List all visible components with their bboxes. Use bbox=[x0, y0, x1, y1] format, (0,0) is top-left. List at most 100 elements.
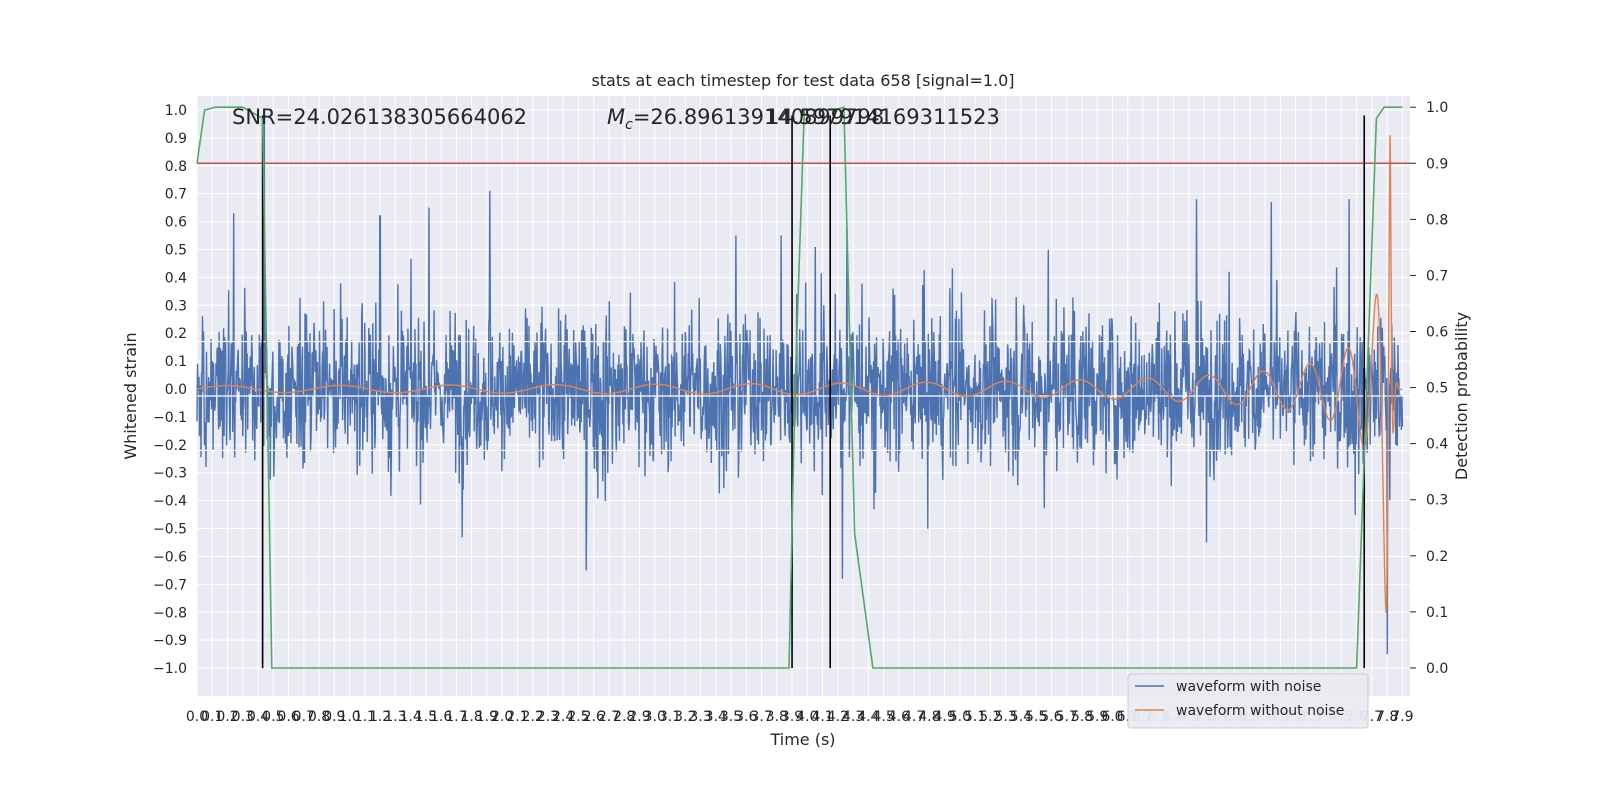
y-tick-label: 0.3 bbox=[165, 298, 187, 314]
y-tick-label: −0.1 bbox=[153, 410, 187, 426]
x-tick-label: 3.1 bbox=[659, 709, 681, 725]
mc-subscript: c bbox=[625, 117, 633, 133]
x-tick-label: 0.0 bbox=[186, 709, 208, 725]
x-tick-label: 0.9 bbox=[323, 709, 345, 725]
y2-axis-label: Detection probability bbox=[1452, 312, 1471, 480]
y-tick-label: −0.6 bbox=[153, 549, 187, 565]
y-tick-label: −1.0 bbox=[153, 661, 187, 677]
x-tick-label: 7.9 bbox=[1391, 709, 1413, 725]
y2-tick-label: 0.1 bbox=[1426, 605, 1448, 621]
x-tick-label: 5.8 bbox=[1071, 709, 1093, 725]
x-tick-label: 3.0 bbox=[644, 709, 666, 725]
x-tick-label: 3.6 bbox=[735, 709, 757, 725]
x-tick-label: 4.5 bbox=[872, 709, 894, 725]
y2-tick-label: 0.4 bbox=[1426, 437, 1448, 453]
x-tick-label: 5.7 bbox=[1056, 709, 1078, 725]
x-tick-label: 0.4 bbox=[247, 709, 269, 725]
y-tick-label: 0.0 bbox=[165, 382, 187, 398]
x-tick-label: 2.4 bbox=[552, 709, 574, 725]
y-tick-label: 0.1 bbox=[165, 354, 187, 370]
x-tick-label: 1.7 bbox=[445, 709, 467, 725]
y2-tick-label: 0.2 bbox=[1426, 549, 1448, 565]
y2-tick-label: 0.7 bbox=[1426, 268, 1448, 284]
x-tick-label: 2.2 bbox=[522, 709, 544, 725]
x-tick-label: 6.0 bbox=[1101, 709, 1123, 725]
detection-probability-line bbox=[196, 106, 1403, 669]
y-tick-label: 0.4 bbox=[165, 270, 187, 286]
y-tick-label: 1.0 bbox=[165, 103, 187, 119]
x-tick-label: 1.0 bbox=[338, 709, 360, 725]
y2-tick-label: 0.8 bbox=[1426, 212, 1448, 228]
y-tick-label: −0.2 bbox=[153, 438, 187, 454]
y-tick-label: −0.3 bbox=[153, 466, 187, 482]
x-tick-label: 0.6 bbox=[277, 709, 299, 725]
x-tick-label: 5.3 bbox=[995, 709, 1017, 725]
x-tick-label: 3.9 bbox=[781, 709, 803, 725]
y-tick-label: −0.9 bbox=[153, 633, 187, 649]
y-tick-label: 0.7 bbox=[165, 187, 187, 203]
x-tick-label: 1.8 bbox=[461, 709, 483, 725]
y-tick-label: 0.5 bbox=[165, 242, 187, 258]
x-tick-label: 2.9 bbox=[628, 709, 650, 725]
chirp-mass-annotation: Mc=26.896139140899798 bbox=[607, 105, 884, 133]
x-tick-label: 4.7 bbox=[903, 709, 925, 725]
x-tick-label: 4.3 bbox=[842, 709, 864, 725]
x-tick-label: 3.7 bbox=[750, 709, 772, 725]
y2-tick-label: 0.6 bbox=[1426, 325, 1448, 341]
x-tick-label: 4.2 bbox=[827, 709, 849, 725]
x-tick-label: 0.1 bbox=[201, 709, 223, 725]
x-tick-label: 1.9 bbox=[476, 709, 498, 725]
x-tick-label: 1.1 bbox=[354, 709, 376, 725]
x-tick-label: 2.1 bbox=[506, 709, 528, 725]
legend-label-clean: waveform without noise bbox=[1176, 703, 1344, 719]
y2-tick-label: 0.5 bbox=[1426, 381, 1448, 397]
x-tick-label: 4.0 bbox=[796, 709, 818, 725]
x-tick-label: 4.8 bbox=[918, 709, 940, 725]
x-tick-label: 1.2 bbox=[369, 709, 391, 725]
x-tick-label: 2.0 bbox=[491, 709, 513, 725]
y2-tick-label: 0.3 bbox=[1426, 493, 1448, 509]
x-tick-label: 0.7 bbox=[293, 709, 315, 725]
x-tick-label: 3.2 bbox=[674, 709, 696, 725]
legend-label-noise: waveform with noise bbox=[1176, 679, 1321, 695]
mc-value: =26.896139140899798 bbox=[633, 105, 884, 129]
x-tick-label: 3.3 bbox=[689, 709, 711, 725]
x-tick-label: 5.9 bbox=[1086, 709, 1108, 725]
series-layer bbox=[196, 106, 1410, 669]
legend: waveform with noise waveform without noi… bbox=[1127, 673, 1369, 729]
x-tick-label: 2.6 bbox=[583, 709, 605, 725]
y2-tick-label: 1.0 bbox=[1426, 100, 1448, 116]
x-tick-label: 2.8 bbox=[613, 709, 635, 725]
y-tick-label: 0.9 bbox=[165, 131, 187, 147]
x-tick-label: 4.6 bbox=[888, 709, 910, 725]
x-tick-label: 5.1 bbox=[964, 709, 986, 725]
x-tick-label: 0.5 bbox=[262, 709, 284, 725]
x-tick-label: 3.5 bbox=[720, 709, 742, 725]
snr-annotation: SNR=24.026138305664062 bbox=[232, 105, 527, 129]
y-tick-label: 0.8 bbox=[165, 159, 187, 175]
x-tick-label: 5.6 bbox=[1040, 709, 1062, 725]
x-tick-label: 4.4 bbox=[857, 709, 879, 725]
chart-title: stats at each timestep for test data 658… bbox=[591, 71, 1014, 90]
y2-tick-label: 0.0 bbox=[1426, 661, 1448, 677]
y2-tick-label: 0.9 bbox=[1426, 156, 1448, 172]
y-tick-label: −0.8 bbox=[153, 605, 187, 621]
x-tick-label: 5.4 bbox=[1010, 709, 1032, 725]
y-tick-label: −0.4 bbox=[153, 494, 187, 510]
x-tick-label: 7.8 bbox=[1376, 709, 1398, 725]
x-tick-label: 0.2 bbox=[216, 709, 238, 725]
x-tick-label: 5.5 bbox=[1025, 709, 1047, 725]
second-mass-annotation: 14.597914169311523 bbox=[766, 105, 1000, 129]
y-tick-label: −0.5 bbox=[153, 522, 187, 538]
mc-symbol: M bbox=[607, 105, 625, 129]
x-tick-label: 0.3 bbox=[232, 709, 254, 725]
x-axis-label: Time (s) bbox=[769, 730, 835, 749]
x-tick-label: 5.0 bbox=[949, 709, 971, 725]
y-tick-label: 0.6 bbox=[165, 215, 187, 231]
x-tick-label: 1.3 bbox=[384, 709, 406, 725]
y-tick-label: −0.7 bbox=[153, 577, 187, 593]
y-tick-label: 0.2 bbox=[165, 326, 187, 342]
x-tick-label: 2.7 bbox=[598, 709, 620, 725]
